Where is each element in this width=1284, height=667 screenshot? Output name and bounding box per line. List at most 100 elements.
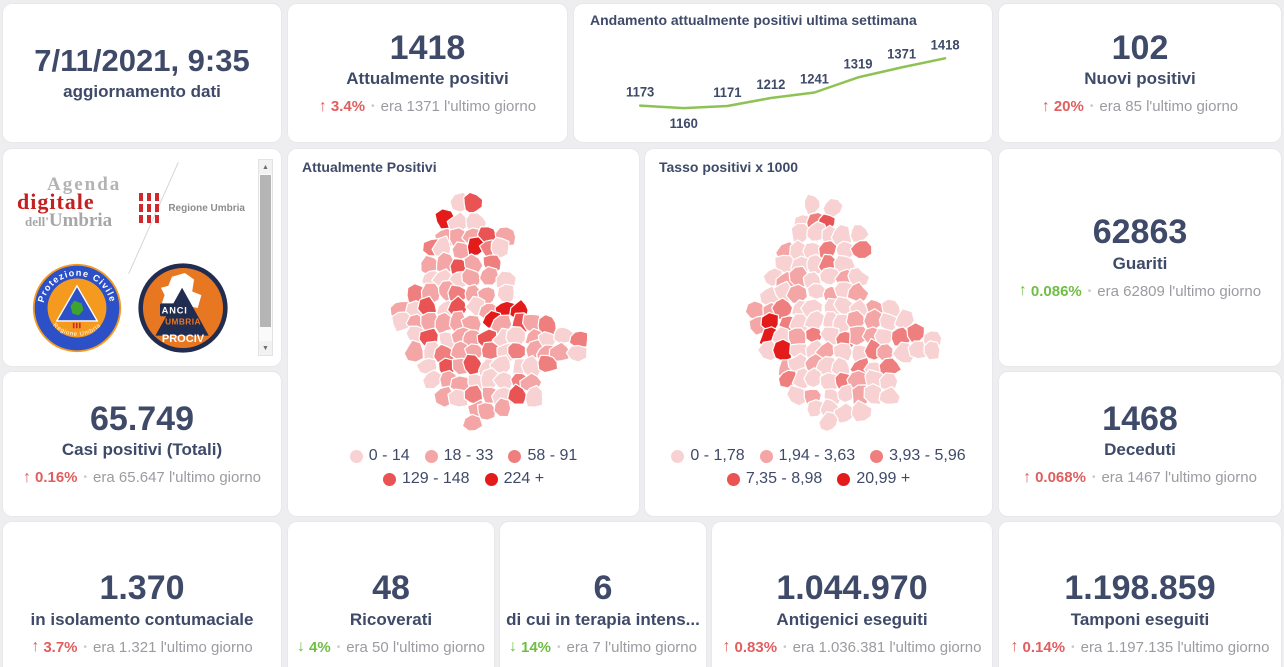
map-region[interactable] [850, 399, 873, 423]
map-region[interactable] [849, 223, 870, 244]
stat-label: Deceduti [1104, 440, 1176, 460]
stat-value: 65.749 [90, 399, 194, 438]
trend-percent: 0.14% [1022, 638, 1066, 656]
map-region[interactable] [805, 399, 825, 418]
agenda-logo-line3: dell'Umbria [25, 211, 121, 230]
choropleth-map-tasso-positivi[interactable] [690, 181, 948, 439]
legend-label: 3,93 - 5,96 [889, 447, 966, 464]
map-region[interactable] [403, 339, 424, 363]
legend-item: 0 - 14 [349, 447, 410, 465]
trend: ↑ 0.086% [1019, 283, 1082, 300]
card-trend-chart: Andamento attualmente positivi ultima se… [573, 3, 993, 143]
legend-item: 3,93 - 5,96 [870, 447, 966, 465]
map-legend: 0 - 1,78 1,94 - 3,63 3,93 - 5,96 7,35 - 8,9… [659, 447, 978, 488]
trend-up-icon: ↑ [1023, 468, 1032, 486]
card-logos: Agenda digitale dell'Umbria Regione Umbr… [2, 148, 282, 367]
previous-value-text: era 1.197.135 l'ultimo giorno [1080, 638, 1270, 656]
legend-item: 18 - 33 [424, 447, 494, 465]
trend: ↑ 0.14% [1011, 639, 1066, 656]
agenda-logo-line1: Agenda [47, 174, 122, 195]
map-region[interactable] [862, 383, 884, 406]
map-region[interactable] [832, 342, 853, 362]
regione-umbria-label: Regione Umbria [168, 203, 245, 214]
map-region[interactable] [524, 384, 543, 408]
legend-label: 18 - 33 [443, 447, 494, 464]
map-region[interactable] [905, 321, 925, 344]
stat-change: ↓ 14% • era 7 l'ultimo giorno [509, 639, 697, 656]
card-data-update: 7/11/2021, 9:35 aggiornamento dati [2, 3, 282, 143]
anci-umbria-prociv-logo: ANCI UMBRIA PROCIV [138, 263, 228, 353]
map-region[interactable] [803, 193, 821, 216]
trend-down-icon: ↓ [297, 638, 305, 656]
map-region[interactable] [922, 340, 941, 361]
map-region[interactable] [771, 338, 792, 362]
legend-color-dot [484, 472, 498, 486]
trend-line-chart: 1173 1160 1171 1212 1241 1319 1371 1418 [626, 37, 960, 131]
legend-color-dot [508, 449, 522, 463]
map-legend: 0 - 14 18 - 33 58 - 91 129 - 148 224 + [302, 447, 625, 488]
legend-color-dot [671, 449, 685, 463]
card-antigenici-eseguiti: 1.044.970 Antigenici eseguiti ↑ 0.83% • … [711, 521, 993, 667]
map-region[interactable] [849, 239, 872, 260]
trend-percent: 14% [521, 638, 552, 656]
card-isolamento-contumaciale: 1.370 in isolamento contumaciale ↑ 3.7% … [2, 521, 282, 667]
legend-label: 20,99 + [856, 470, 911, 487]
chart-data-label: 1319 [844, 56, 873, 71]
map-region[interactable] [818, 326, 840, 347]
map-region[interactable] [462, 191, 483, 215]
choropleth-map-attualmente-positivi[interactable] [335, 181, 593, 439]
anci-umbria-text: UMBRIA [165, 318, 201, 327]
legend-item: 58 - 91 [508, 447, 577, 465]
stat-label: Casi positivi (Totali) [61, 440, 223, 460]
map-region[interactable] [496, 283, 515, 305]
scrollbar-thumb[interactable] [260, 175, 271, 327]
map-region[interactable] [565, 344, 588, 363]
card-guariti: 62863 Guariti ↑ 0.086% • era 62809 l'ult… [998, 148, 1282, 367]
bullet-separator: • [1071, 641, 1075, 653]
legend-color-dot [382, 472, 396, 486]
stat-value: 48 [372, 569, 410, 608]
card-deceduti: 1468 Deceduti ↑ 0.068% • era 1467 l'ulti… [998, 371, 1282, 517]
umbria-region-shape [70, 300, 84, 316]
legend-item: 224 + [484, 470, 544, 488]
trend: ↑ 3.7% [31, 639, 77, 656]
stat-value: 1.044.970 [776, 569, 928, 608]
agenda-logo-line3-main: Umbria [48, 210, 113, 231]
trend-up-icon: ↑ [1018, 282, 1027, 300]
trend-up-icon: ↑ [22, 468, 31, 486]
stat-change: ↑ 0.086% • era 62809 l'ultimo giorno [1019, 283, 1261, 300]
stat-change: ↑ 0.16% • era 65.647 l'ultimo giorno [23, 469, 261, 486]
scroll-down-button[interactable]: ▼ [259, 341, 272, 355]
map-region[interactable] [478, 265, 500, 286]
chart-data-label: 1160 [670, 116, 698, 131]
trend: ↑ 3.4% [319, 98, 365, 115]
trend-up-icon: ↑ [722, 638, 731, 656]
chart-data-label: 1371 [887, 46, 916, 61]
card-map-tasso-positivi: Tasso positivi x 1000 0 - 1,78 1,94 - 3,6… [644, 148, 993, 517]
map-region[interactable] [476, 401, 497, 421]
trend-percent: 0.16% [34, 469, 78, 487]
trend: ↓ 4% [297, 639, 331, 656]
previous-value-text: era 62809 l'ultimo giorno [1097, 282, 1262, 300]
card-attualmente-positivi: 1418 Attualmente positivi ↑ 3.4% • era 1… [287, 3, 568, 143]
map-region[interactable] [466, 236, 485, 257]
trend-up-icon: ↑ [31, 638, 40, 656]
map-region[interactable] [492, 397, 511, 418]
map-region[interactable] [817, 411, 839, 433]
map-region[interactable] [446, 284, 470, 305]
map-region[interactable] [877, 385, 901, 405]
bullet-separator: • [1089, 101, 1094, 113]
map-region[interactable] [506, 341, 526, 361]
scroll-up-button[interactable]: ▲ [259, 160, 272, 174]
previous-value-text: era 7 l'ultimo giorno [566, 638, 697, 656]
map-region[interactable] [491, 370, 514, 392]
legend-label: 1,94 - 3,63 [778, 447, 856, 464]
map-region[interactable] [520, 354, 542, 378]
map-region[interactable] [461, 413, 483, 432]
legend-label: 129 - 148 [401, 470, 470, 487]
card-ricoverati: 48 Ricoverati ↓ 4% • era 50 l'ultimo gio… [287, 521, 495, 667]
stat-label: di cui in terapia intens... [506, 609, 700, 629]
scrollbar[interactable]: ▲ ▼ [258, 159, 273, 356]
map-region[interactable] [536, 354, 558, 374]
trend-up-icon: ↑ [1041, 97, 1050, 115]
